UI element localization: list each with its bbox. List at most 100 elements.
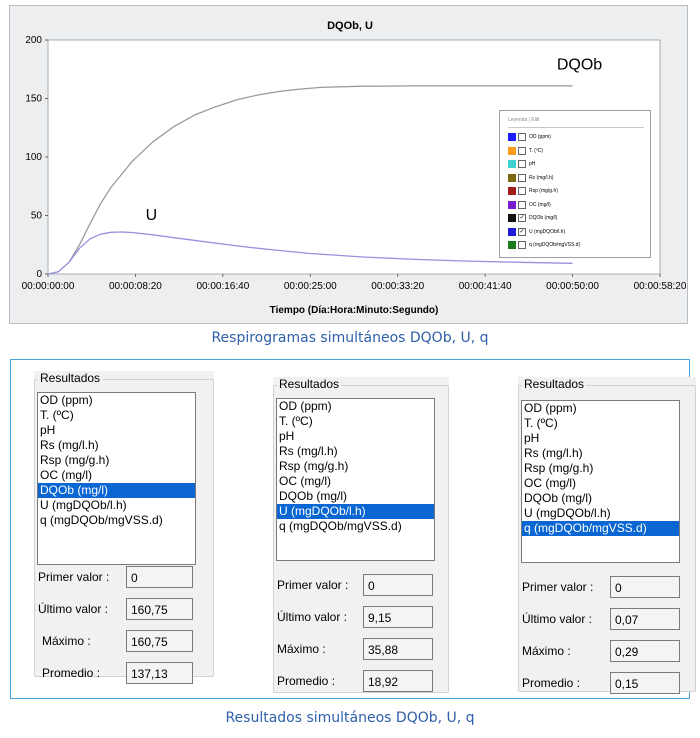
legend-swatch <box>508 173 516 182</box>
legend-title: Leyenda | Eliti <box>508 117 540 123</box>
field-label: Promedio : <box>522 676 581 690</box>
legend-item[interactable]: Rs (mg/l.h) <box>508 173 553 183</box>
checkbox-unchecked[interactable] <box>518 146 526 155</box>
legend-item[interactable]: pH <box>508 159 535 169</box>
list-item[interactable]: U (mgDQOb/l.h) <box>40 498 127 512</box>
list-item[interactable]: DQOb (mg/l) <box>279 489 348 503</box>
list-item[interactable]: pH <box>279 429 295 443</box>
series-line-u <box>47 231 573 275</box>
field-value[interactable]: 18,92 <box>363 670 433 692</box>
list-item[interactable]: q (mgDQOb/mgVSS.d) <box>40 513 163 527</box>
checkbox-unchecked[interactable] <box>518 160 526 168</box>
group-title: Resultados <box>38 371 103 385</box>
annotation-layer: DQOb U <box>146 56 603 224</box>
list-item[interactable]: OC (mg/l) <box>279 474 331 488</box>
list-item[interactable]: OC (mg/l) <box>40 468 92 482</box>
checkbox-unchecked[interactable] <box>518 241 526 249</box>
legend-item[interactable]: Rsp (mg/g.h) <box>508 186 558 196</box>
legend-item-label: OC (mg/l) <box>529 201 551 208</box>
checkbox-unchecked[interactable] <box>518 200 526 209</box>
list-item[interactable]: Rs (mg/l.h) <box>40 438 99 452</box>
field-value[interactable]: 160,75 <box>126 598 193 620</box>
results-frame: Resultados OD (ppm) T. (ºC) pH Rs (mg/l.h) Rs… <box>10 359 696 699</box>
legend-item-label: DQOb (mg/l) <box>529 215 558 221</box>
y-tick-label: 50 <box>31 211 43 222</box>
legend-item[interactable]: OD (ppm) <box>508 132 551 142</box>
curve-label-dqob: DQOb <box>557 56 602 73</box>
list-item[interactable]: Rs (mg/l.h) <box>279 444 338 458</box>
list-item[interactable]: T. (ºC) <box>279 414 313 428</box>
y-tick-label: 200 <box>25 35 42 46</box>
results-group: Resultados OD (ppm) T. (ºC) pH Rs (mg/l.h) Rs… <box>518 377 696 694</box>
legend-swatch <box>508 160 516 168</box>
field-value[interactable]: 137,13 <box>126 662 193 684</box>
legend-item[interactable]: ✓ U (mgDQOb/l.h) <box>508 227 565 237</box>
x-tick-label: 00:00:08:20 <box>109 281 162 292</box>
list-item[interactable]: Rs (mg/l.h) <box>524 446 583 460</box>
list-item[interactable]: q (mgDQOb/mgVSS.d) <box>279 519 402 533</box>
legend-item-label: T. (ºC) <box>529 147 544 154</box>
variable-listbox[interactable]: OD (ppm) T. (ºC) pH Rs (mg/l.h) Rsp (mg/g.h)… <box>276 398 435 561</box>
results-caption: Resultados simultáneos DQOb, U, q <box>225 710 475 726</box>
legend-swatch <box>508 200 516 209</box>
field-label: Primer valor : <box>277 578 349 592</box>
list-item[interactable]: T. (ºC) <box>524 416 558 430</box>
y-axis: 0 50 100 150 200 <box>25 35 48 280</box>
legend-item[interactable]: T. (ºC) <box>508 146 543 156</box>
field-value[interactable]: 0 <box>610 576 680 598</box>
list-item[interactable]: pH <box>524 431 540 445</box>
variable-listbox[interactable]: OD (ppm) T. (ºC) pH Rs (mg/l.h) Rsp (mg/g.h)… <box>521 400 680 563</box>
field-label: Último valor : <box>522 612 593 626</box>
field-label: Primer valor : <box>522 580 594 594</box>
list-item[interactable]: OD (ppm) <box>279 399 332 413</box>
group-title: Resultados <box>277 377 342 391</box>
list-item[interactable]: OD (ppm) <box>40 393 93 407</box>
list-item-selected[interactable]: DQOb (mg/l) <box>38 483 195 498</box>
x-axis: 00:00:00:00 00:00:08:20 00:00:16:40 00:00:2… <box>22 274 687 292</box>
legend-item-label: U (mgDQOb/l.h) <box>529 228 566 235</box>
x-tick-label: 00:00:25:00 <box>284 281 337 292</box>
list-item[interactable]: OD (ppm) <box>524 401 577 415</box>
legend-item[interactable]: ✓ DQOb (mg/l) <box>508 213 557 223</box>
list-item[interactable]: Rsp (mg/g.h) <box>40 453 110 467</box>
y-tick-label: 0 <box>36 269 42 280</box>
legend-item[interactable]: OC (mg/l) <box>508 200 551 210</box>
legend-item-label: OD (ppm) <box>529 134 551 140</box>
variable-listbox[interactable]: OD (ppm) T. (ºC) pH Rs (mg/l.h) Rsp (mg/g.h)… <box>37 392 196 565</box>
field-value[interactable]: 0 <box>363 574 433 596</box>
legend-item[interactable]: q (mgDQOb/mgVSS.d) <box>508 240 580 250</box>
field-value[interactable]: 0 <box>126 566 193 588</box>
curve-label-u: U <box>146 207 158 224</box>
field-value[interactable]: 0,07 <box>610 608 680 630</box>
legend-swatch <box>508 187 516 195</box>
checkbox-checked[interactable]: ✓ <box>518 227 526 236</box>
checkbox-unchecked[interactable] <box>518 173 526 182</box>
legend-item-label: q (mgDQOb/mgVSS.d) <box>529 242 581 248</box>
field-value[interactable]: 9,15 <box>363 606 433 628</box>
field-value[interactable]: 35,88 <box>363 638 433 660</box>
list-item-selected[interactable]: q (mgDQOb/mgVSS.d) <box>522 521 679 536</box>
list-item[interactable]: OC (mg/l) <box>524 476 576 490</box>
field-label: Máximo : <box>522 644 571 658</box>
field-value[interactable]: 0,29 <box>610 640 680 662</box>
checkbox-unchecked[interactable] <box>518 133 526 141</box>
list-item[interactable]: Rsp (mg/g.h) <box>279 459 349 473</box>
list-item[interactable]: DQOb (mg/l) <box>524 491 593 505</box>
list-item-selected[interactable]: U (mgDQOb/l.h) <box>277 504 434 519</box>
field-value[interactable]: 0,15 <box>610 672 680 694</box>
field-label: Primer valor : <box>38 570 110 584</box>
y-tick-label: 100 <box>25 152 42 163</box>
list-item[interactable]: Rsp (mg/g.h) <box>524 461 594 475</box>
field-label: Último valor : <box>38 602 109 616</box>
field-value[interactable]: 160,75 <box>126 630 193 652</box>
group-title: Resultados <box>522 377 587 391</box>
legend-swatch <box>508 227 516 236</box>
checkbox-checked[interactable]: ✓ <box>518 214 526 222</box>
checkbox-unchecked[interactable] <box>518 187 526 195</box>
list-item[interactable]: U (mgDQOb/l.h) <box>524 506 611 520</box>
legend-item-label: pH <box>529 161 536 167</box>
list-item[interactable]: T. (ºC) <box>40 408 74 422</box>
chart-title: DQOb, U <box>327 20 373 32</box>
legend-swatch <box>508 133 516 141</box>
list-item[interactable]: pH <box>40 423 56 437</box>
